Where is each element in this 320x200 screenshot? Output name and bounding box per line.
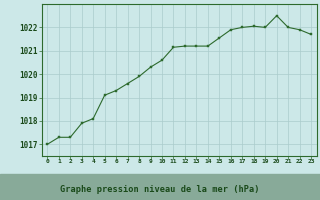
Text: Graphe pression niveau de la mer (hPa): Graphe pression niveau de la mer (hPa) — [60, 184, 260, 194]
